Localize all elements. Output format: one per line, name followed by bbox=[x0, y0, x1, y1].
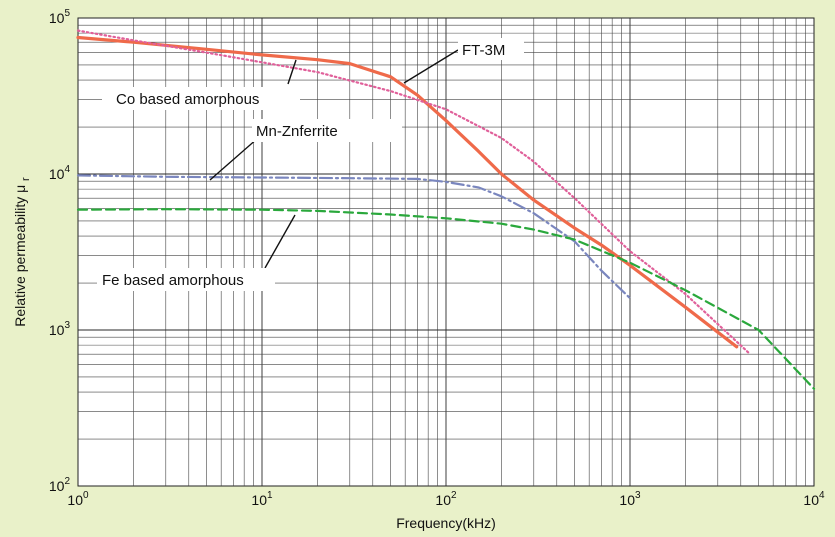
label-mnzn: Mn-Znferrite bbox=[256, 123, 338, 140]
x-tick-label: 100 bbox=[67, 490, 89, 508]
annotation-co-amorphous: Co based amorphous bbox=[102, 59, 300, 110]
label-bg-fe-amorphous bbox=[97, 268, 275, 291]
label-bg-ft3m bbox=[458, 38, 524, 60]
y-tick-label: 103 bbox=[49, 320, 71, 338]
leader-line-fe-amorphous bbox=[264, 214, 296, 269]
annotation-fe-amorphous: Fe based amorphous bbox=[97, 214, 296, 291]
y-tick-label: 102 bbox=[49, 476, 71, 494]
leader-line-co-amorphous bbox=[287, 59, 297, 85]
y-tick-label: 104 bbox=[49, 164, 71, 182]
y-tick-label: 105 bbox=[49, 8, 71, 26]
label-co-amorphous: Co based amorphous bbox=[116, 91, 259, 108]
x-tick-label: 102 bbox=[435, 490, 457, 508]
x-tick-label: 103 bbox=[619, 490, 641, 508]
label-bg-mnzn bbox=[252, 119, 402, 142]
label-bg-co-amorphous bbox=[102, 87, 300, 110]
leader-line-mnzn bbox=[209, 137, 259, 181]
x-axis-label: Frequency(kHz) bbox=[396, 515, 496, 531]
series-line-fe-based-amorphous bbox=[76, 208, 816, 390]
tick-labels: 100 101 102 103 104 102 103 104 105 bbox=[49, 8, 825, 508]
annotation-mnzn-ferrite: Mn-Znferrite bbox=[209, 119, 402, 181]
leader-line-ft3m bbox=[403, 49, 459, 84]
x-tick-label: 101 bbox=[251, 490, 273, 508]
y-axis-label-main: Relative permeability μ bbox=[12, 185, 28, 327]
annotation-ft3m: FT-3M bbox=[403, 38, 524, 84]
series-line-co-based-amorphous bbox=[76, 29, 752, 356]
x-tick-label: 104 bbox=[803, 490, 825, 508]
series-line-ft-3m bbox=[76, 35, 739, 349]
label-ft3m: FT-3M bbox=[462, 42, 505, 59]
y-axis-label: Relative permeability μ r bbox=[12, 177, 32, 327]
series-layer bbox=[76, 29, 816, 390]
series-line-mn-znferrite bbox=[76, 174, 632, 300]
label-fe-amorphous: Fe based amorphous bbox=[102, 272, 244, 289]
y-axis-label-subscript: r bbox=[20, 177, 32, 181]
